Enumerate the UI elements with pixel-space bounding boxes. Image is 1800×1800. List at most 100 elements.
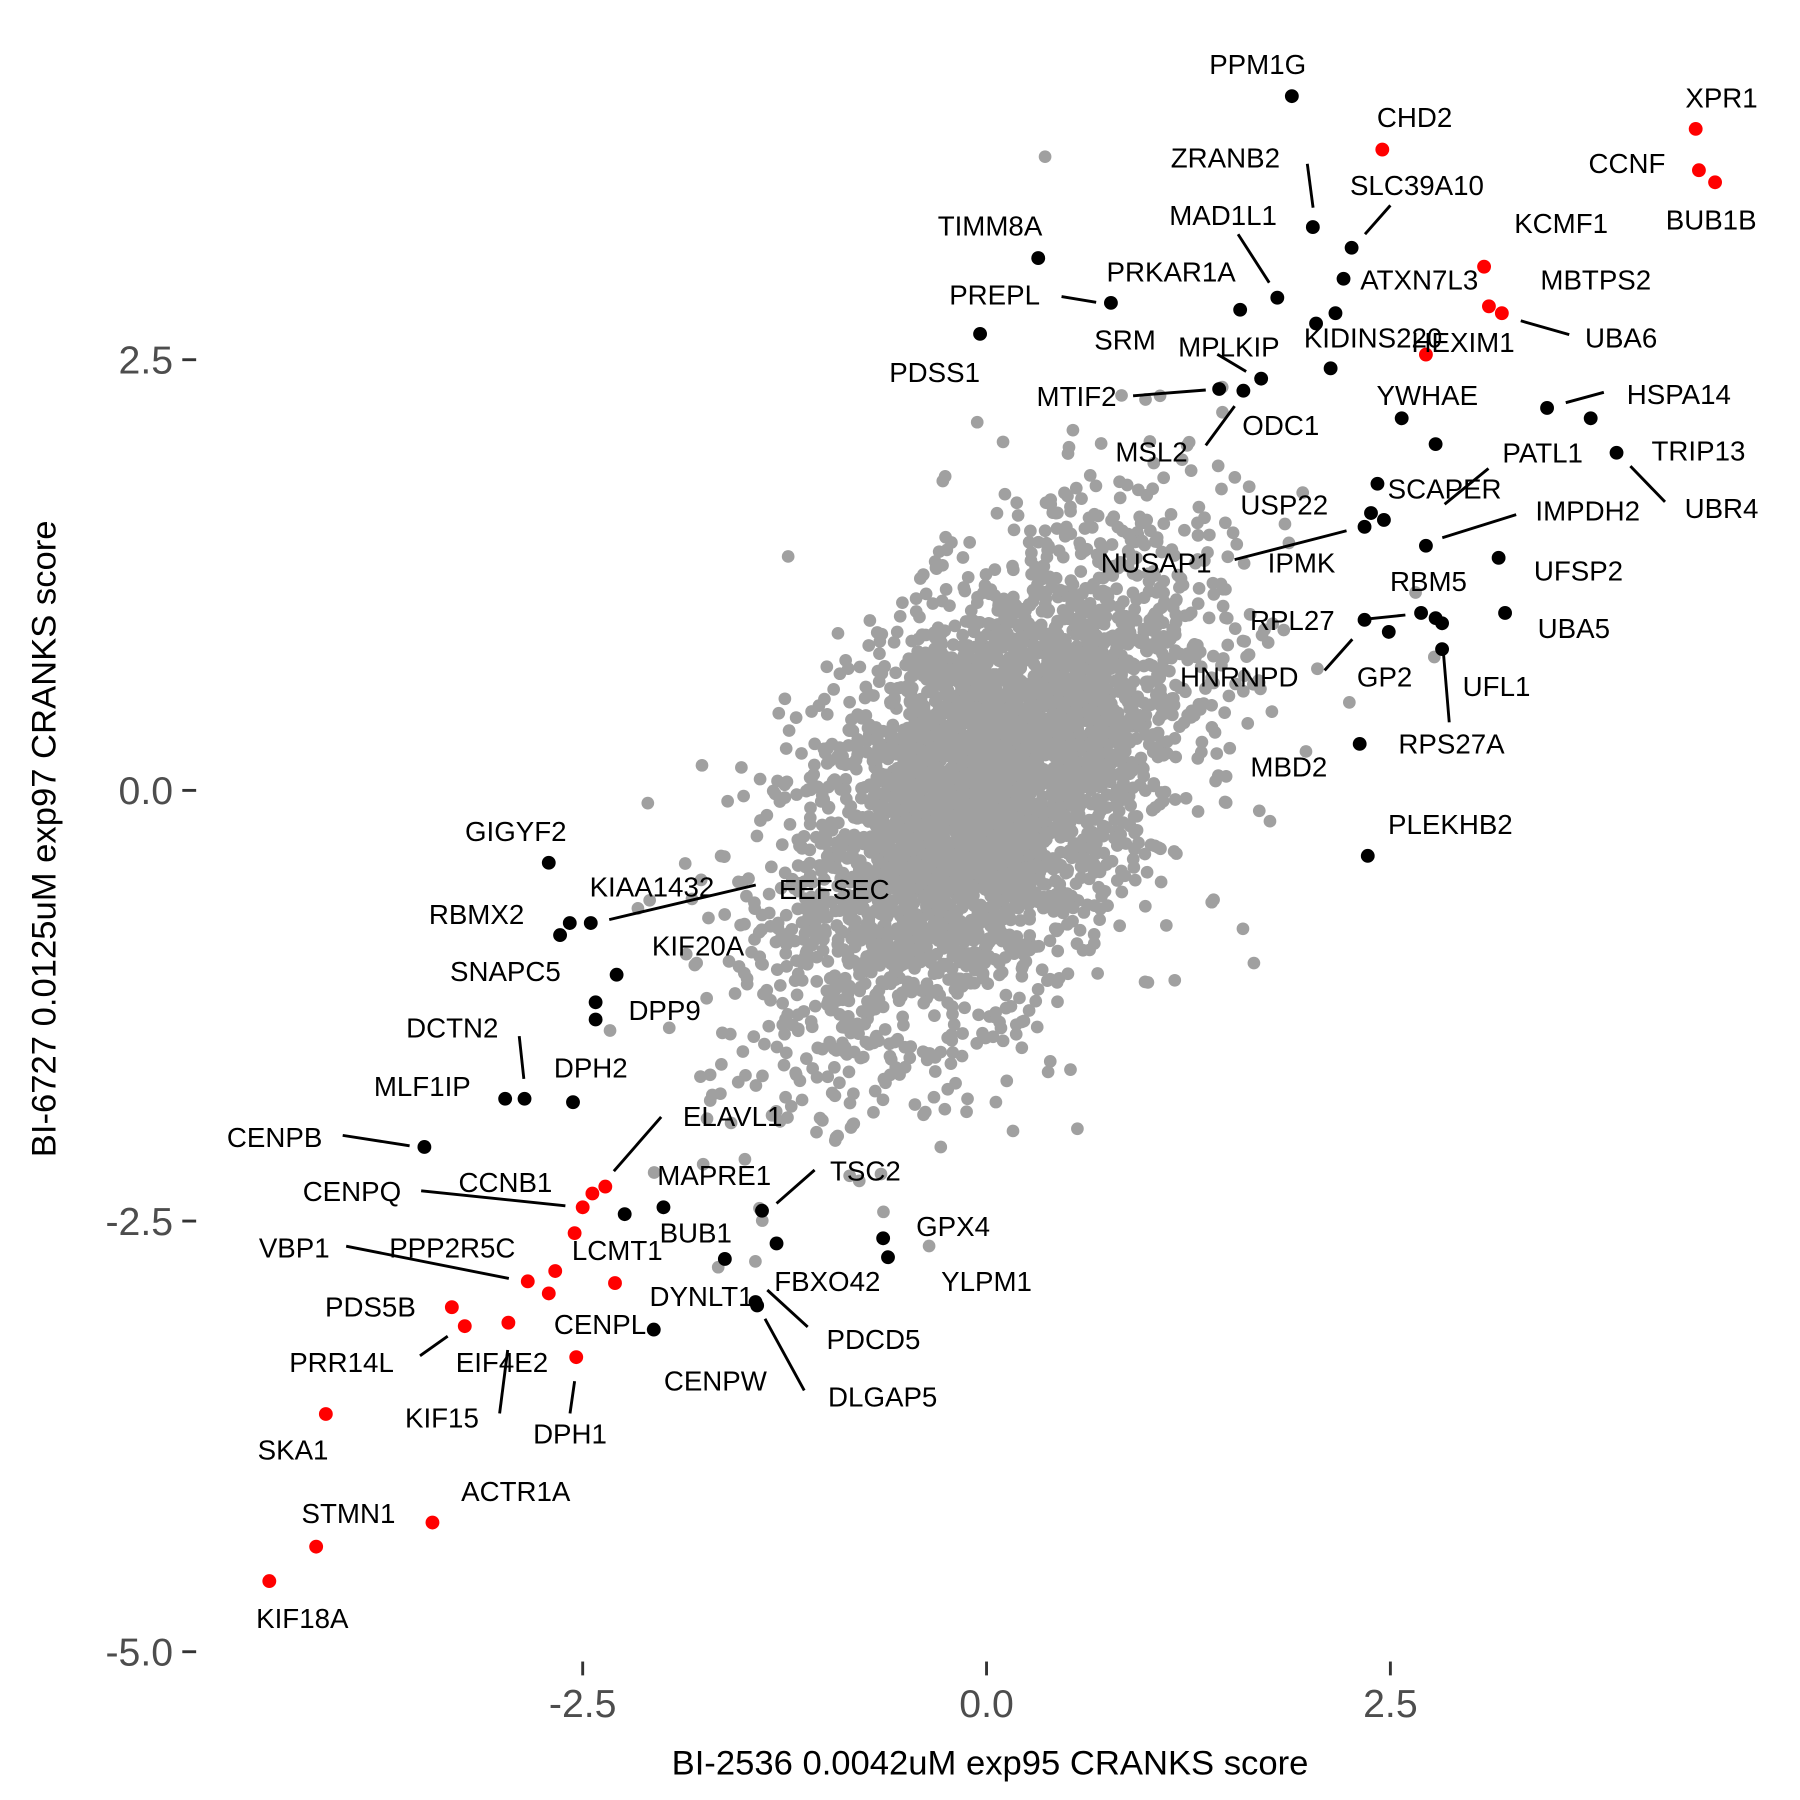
background-point (1311, 662, 1324, 676)
label-mbtps2: MBTPS2 (1540, 265, 1651, 296)
background-point (762, 887, 776, 901)
point-ylpm1 (881, 1250, 895, 1265)
background-point (1126, 852, 1140, 866)
label-pdcd5: PDCD5 (827, 1324, 921, 1355)
point-rbm5 (1414, 606, 1428, 620)
x-tick-label: -2.5 (549, 1682, 617, 1726)
background-point (887, 860, 901, 873)
point-dynlt1 (717, 1252, 732, 1266)
background-point (880, 911, 894, 924)
background-point (872, 993, 886, 1006)
point-ubr4 (1609, 445, 1624, 460)
background-point (1048, 898, 1061, 911)
background-point (755, 1214, 769, 1227)
background-point (928, 1009, 941, 1022)
point-impdh2 (1419, 538, 1433, 553)
background-point (964, 604, 978, 618)
background-point (1069, 810, 1083, 823)
background-point (774, 881, 788, 895)
background-point (939, 583, 953, 596)
label-gigyf2: GIGYF2 (465, 816, 567, 847)
background-point (919, 646, 932, 660)
background-point (1077, 776, 1090, 790)
background-point (721, 794, 734, 808)
label-rps27a: RPS27A (1398, 728, 1505, 759)
label-kif18a: KIF18A (256, 1603, 349, 1634)
label-trip13: TRIP13 (1652, 435, 1746, 466)
background-point (912, 817, 925, 831)
label-lcmt1: LCMT1 (572, 1235, 663, 1266)
background-point (1158, 785, 1172, 799)
background-point (695, 758, 709, 772)
background-point (782, 724, 796, 737)
point-odc1 (1323, 361, 1338, 376)
background-point (779, 947, 793, 960)
background-point (939, 864, 953, 878)
label-mlf1ip: MLF1IP (374, 1071, 471, 1102)
background-point (983, 754, 997, 767)
background-point (1126, 552, 1140, 565)
background-point (853, 962, 866, 976)
background-point (805, 705, 818, 718)
background-point (852, 886, 866, 900)
background-point (1091, 967, 1104, 980)
background-point (938, 470, 952, 483)
background-point (974, 632, 988, 646)
background-point (1058, 486, 1071, 500)
background-point (647, 1166, 661, 1179)
background-point (1071, 1122, 1084, 1136)
background-point (798, 950, 812, 964)
label-hspa14: HSPA14 (1627, 379, 1731, 410)
background-point (806, 1062, 819, 1075)
background-point (956, 628, 969, 642)
label-elavl1: ELAVL1 (683, 1101, 783, 1132)
background-point (1062, 672, 1076, 686)
background-point (926, 597, 940, 610)
background-point (947, 1018, 961, 1031)
label-bub1: BUB1 (660, 1218, 732, 1249)
point-mlf1ip (498, 1091, 513, 1106)
leader-line-mad1l1 (1236, 233, 1271, 284)
label-uba6: UBA6 (1585, 322, 1657, 353)
background-point (831, 879, 845, 893)
background-point (1074, 565, 1088, 578)
background-point (902, 830, 916, 844)
background-point (1083, 596, 1097, 610)
background-point (694, 873, 708, 887)
background-point (752, 925, 766, 939)
background-point (1033, 584, 1046, 598)
background-point (820, 850, 834, 863)
background-point (1216, 652, 1230, 665)
background-point (1089, 479, 1103, 493)
background-point (718, 908, 732, 921)
background-point (1023, 912, 1036, 926)
point-patl1 (1428, 437, 1443, 452)
background-point (993, 1015, 1006, 1029)
background-point (1034, 763, 1047, 776)
background-point (1169, 608, 1183, 622)
point-gigyf2 (541, 855, 556, 870)
background-point (1063, 771, 1077, 784)
background-points (603, 150, 1441, 1274)
background-point (1031, 983, 1045, 996)
background-point (777, 1058, 791, 1072)
background-point (891, 681, 905, 695)
background-point (785, 922, 799, 936)
background-point (827, 683, 840, 696)
background-point (775, 838, 789, 851)
background-point (1053, 800, 1067, 813)
background-point (1022, 1004, 1036, 1017)
background-point (912, 829, 925, 843)
background-point (764, 919, 777, 933)
point-uba6 (1494, 306, 1509, 321)
background-point (1139, 728, 1153, 742)
background-point (1048, 853, 1062, 867)
background-point (700, 991, 713, 1005)
background-point (972, 779, 986, 793)
label-xpr1: XPR1 (1685, 82, 1757, 113)
background-point (922, 798, 936, 811)
label-ccnb1: CCNB1 (458, 1167, 552, 1198)
background-point (956, 878, 970, 892)
point-mplkip (1254, 371, 1269, 386)
